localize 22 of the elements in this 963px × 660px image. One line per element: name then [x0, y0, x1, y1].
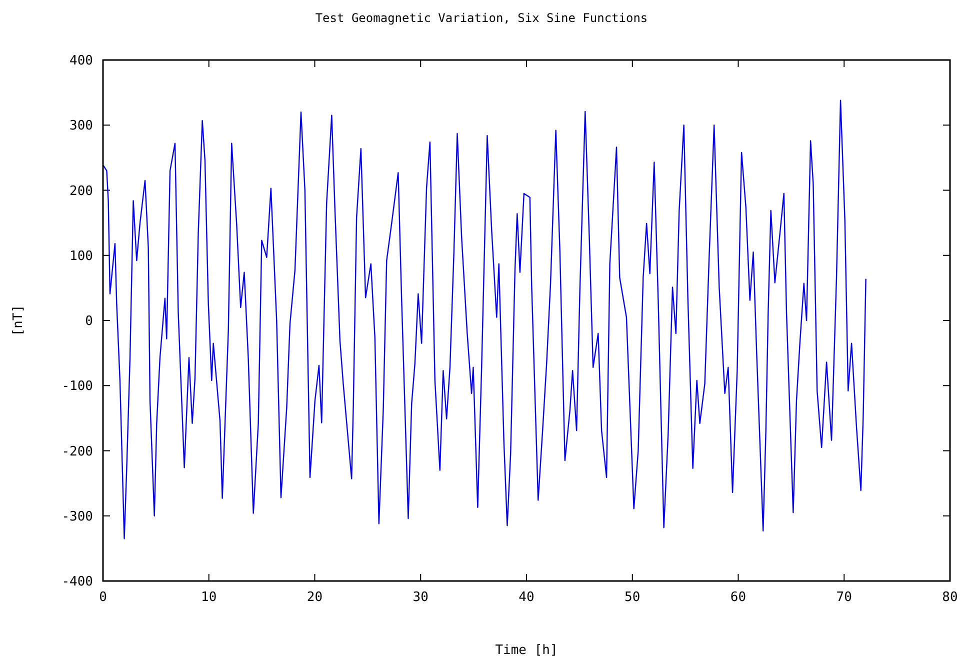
y-tick-label: -200: [62, 444, 93, 460]
y-tick-label: -400: [62, 574, 93, 590]
x-tick-label: 50: [624, 590, 640, 605]
line-series: [102, 100, 866, 540]
x-tick-label: 40: [518, 590, 534, 605]
x-tick-label: 80: [942, 590, 958, 605]
x-tick-label: 20: [306, 590, 323, 605]
x-tick-label: 60: [730, 590, 746, 605]
x-tick-label: 10: [201, 590, 217, 605]
y-tick-label: 200: [70, 184, 93, 199]
x-tick-label: 0: [99, 590, 107, 605]
y-tick-label: 300: [70, 118, 93, 134]
y-tick-label: 0: [85, 314, 93, 330]
y-tick-label: -300: [62, 509, 93, 524]
chart-title: Test Geomagnetic Variation, Six Sine Functions: [315, 11, 648, 25]
x-axis-title: Time [h]: [495, 643, 558, 658]
x-tick-label: 30: [412, 590, 428, 605]
y-axis-title: [nT]: [11, 304, 26, 336]
y-tick-label: 100: [70, 248, 93, 264]
y-tick-label: 400: [70, 54, 93, 69]
x-tick-label: 70: [836, 590, 852, 605]
y-tick-label: -100: [62, 379, 93, 394]
